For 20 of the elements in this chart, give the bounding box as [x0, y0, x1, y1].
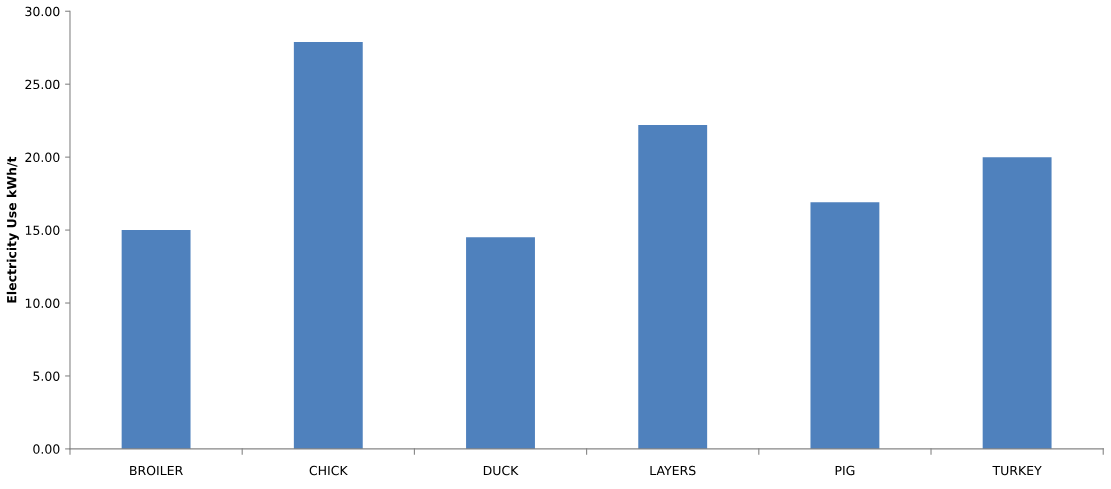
y-tick-label: 25.00: [25, 79, 60, 90]
y-axis-title: Electricity Use kWh/t: [6, 156, 19, 303]
y-tick-label: 15.00: [25, 225, 60, 235]
bar: [293, 41, 363, 449]
y-tick-label: 30.00: [25, 6, 60, 17]
bar: [121, 230, 191, 449]
x-tick-label: TURKEY: [992, 465, 1042, 476]
bar: [638, 125, 708, 449]
y-tick-label: 5.00: [33, 371, 60, 381]
x-tick-label: DUCK: [483, 465, 519, 476]
bar: [982, 157, 1052, 449]
y-tick-label: 20.00: [25, 152, 60, 163]
x-tick-label: BROILER: [130, 465, 183, 476]
bar: [810, 202, 880, 449]
y-tick-label: 0.00: [33, 444, 60, 454]
y-tick-label: 10.00: [25, 298, 60, 308]
bar: [466, 237, 535, 449]
x-tick-label: PIG: [835, 465, 855, 476]
x-tick-label: CHICK: [309, 465, 348, 476]
x-tick-label: LAYERS: [650, 465, 696, 476]
